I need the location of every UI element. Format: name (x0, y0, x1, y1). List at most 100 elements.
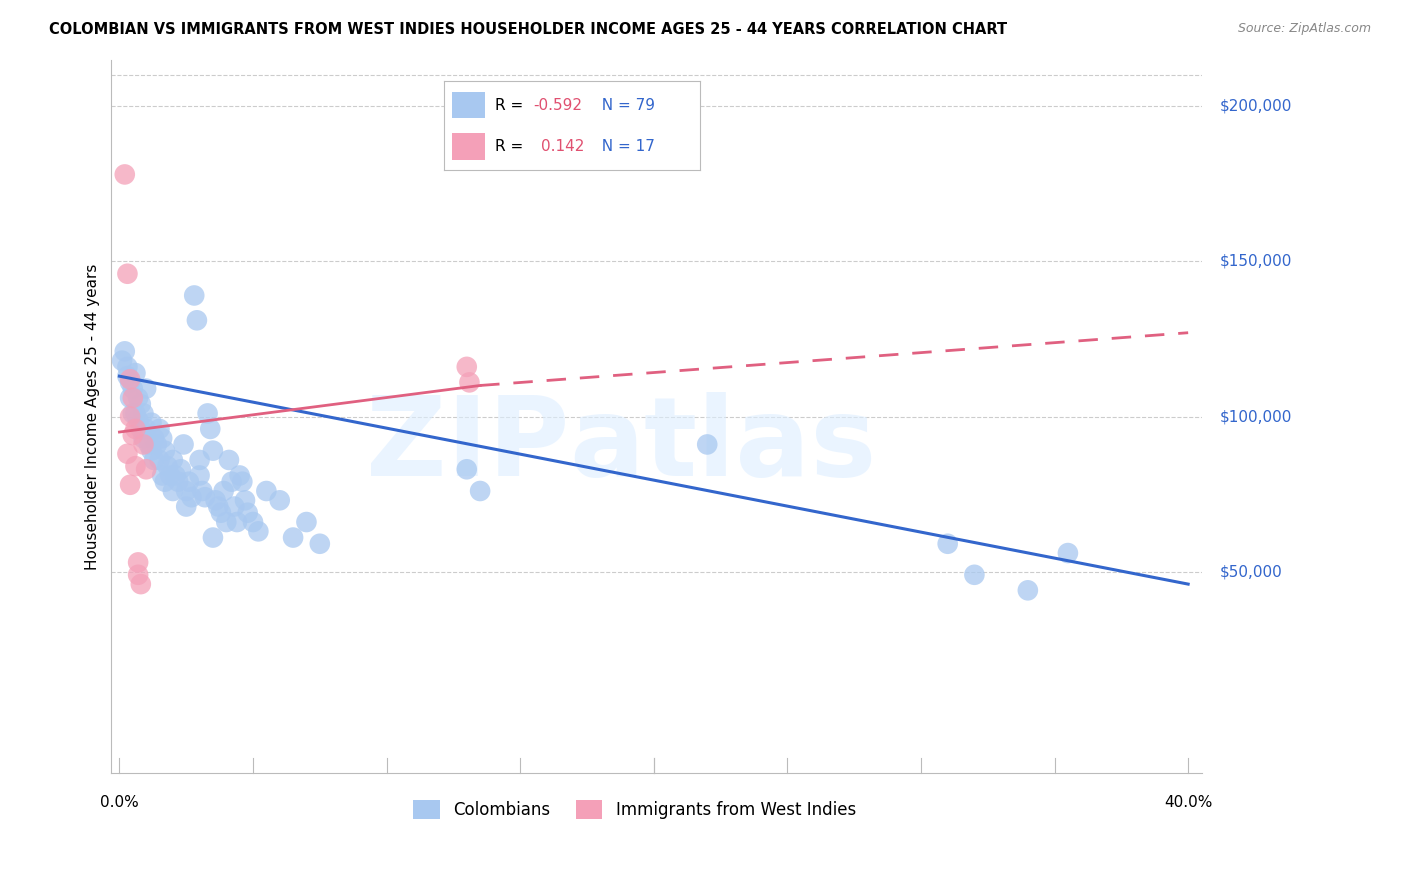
Point (468, 483, 491, 498)
Point (146, 437, 169, 451)
Point (194, 490, 217, 504)
Text: 40.0%: 40.0% (1164, 795, 1212, 810)
Point (120, 391, 142, 405)
Point (135, 422, 157, 436)
Point (1017, 583, 1039, 598)
Point (121, 382, 143, 396)
Point (963, 567, 986, 582)
Point (458, 376, 481, 390)
Point (141, 443, 163, 458)
Text: COLOMBIAN VS IMMIGRANTS FROM WEST INDIES HOUSEHOLDER INCOME AGES 25 - 44 YEARS C: COLOMBIAN VS IMMIGRANTS FROM WEST INDIES… (49, 22, 1007, 37)
Point (127, 555, 149, 569)
Point (212, 483, 235, 498)
Point (226, 515, 249, 529)
Point (224, 500, 246, 514)
Point (221, 475, 243, 489)
Point (117, 447, 139, 461)
Point (188, 453, 211, 467)
Point (124, 459, 146, 474)
Point (132, 431, 155, 445)
Point (129, 422, 152, 436)
Text: atlas: atlas (569, 392, 876, 499)
Point (143, 431, 166, 445)
Point (117, 359, 139, 374)
Text: ZIP: ZIP (366, 392, 569, 499)
Point (121, 406, 143, 420)
Point (228, 468, 250, 483)
Point (456, 462, 478, 476)
Point (167, 475, 190, 489)
Point (129, 397, 152, 411)
Point (148, 422, 170, 436)
Point (127, 391, 149, 405)
Point (162, 483, 184, 498)
Point (132, 406, 155, 420)
Point (117, 267, 139, 281)
Text: 0.0%: 0.0% (100, 795, 139, 810)
Point (150, 431, 173, 445)
Point (114, 168, 136, 182)
Point (117, 369, 139, 384)
Point (150, 468, 173, 483)
Point (1057, 546, 1080, 560)
Point (173, 437, 195, 451)
Point (135, 462, 157, 476)
Point (135, 382, 157, 396)
Point (124, 406, 146, 420)
Point (138, 437, 160, 451)
Point (170, 462, 193, 476)
Point (191, 483, 214, 498)
Point (120, 372, 142, 386)
Point (132, 437, 155, 451)
Point (180, 490, 202, 504)
Point (127, 412, 149, 426)
Point (143, 453, 166, 467)
Point (124, 422, 146, 436)
Point (197, 406, 219, 420)
Point (127, 567, 149, 582)
Point (456, 359, 478, 374)
Point (186, 313, 208, 327)
Point (269, 493, 291, 508)
Point (201, 443, 224, 458)
Point (141, 416, 163, 430)
Point (215, 515, 238, 529)
Legend: Colombians, Immigrants from West Indies: Colombians, Immigrants from West Indies (406, 794, 862, 826)
Text: Source: ZipAtlas.com: Source: ZipAtlas.com (1237, 22, 1371, 36)
Point (153, 443, 176, 458)
Point (209, 506, 232, 520)
Point (177, 475, 200, 489)
Point (162, 453, 184, 467)
Point (295, 515, 318, 529)
Point (200, 422, 222, 436)
Point (111, 353, 134, 368)
Point (201, 531, 224, 545)
Text: $200,000: $200,000 (1220, 99, 1292, 113)
Point (936, 537, 959, 551)
Text: $100,000: $100,000 (1220, 409, 1292, 424)
Point (148, 453, 170, 467)
Point (233, 493, 256, 508)
Point (231, 475, 253, 489)
Point (204, 493, 226, 508)
Point (188, 468, 211, 483)
Point (121, 428, 143, 442)
Point (124, 366, 146, 380)
Y-axis label: Householder Income Ages 25 - 44 years: Householder Income Ages 25 - 44 years (86, 263, 100, 570)
Point (120, 477, 142, 491)
Point (153, 475, 176, 489)
Point (156, 459, 179, 474)
Point (120, 409, 142, 424)
Point (114, 344, 136, 359)
Text: $50,000: $50,000 (1220, 565, 1282, 579)
Point (129, 577, 152, 591)
Point (281, 531, 304, 545)
Text: $150,000: $150,000 (1220, 254, 1292, 268)
Point (218, 453, 240, 467)
Point (174, 483, 197, 498)
Point (183, 288, 205, 302)
Point (174, 500, 197, 514)
Point (207, 500, 229, 514)
Point (159, 468, 181, 483)
Point (696, 437, 718, 451)
